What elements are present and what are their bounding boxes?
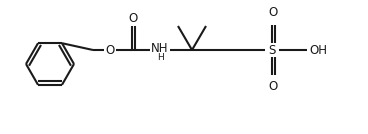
Text: O: O [268,7,277,20]
Text: O: O [268,81,277,94]
Text: S: S [268,44,276,57]
Text: OH: OH [309,44,327,57]
Text: NH: NH [151,42,169,55]
Text: O: O [105,44,114,57]
Text: O: O [128,12,138,25]
Text: H: H [158,53,164,62]
